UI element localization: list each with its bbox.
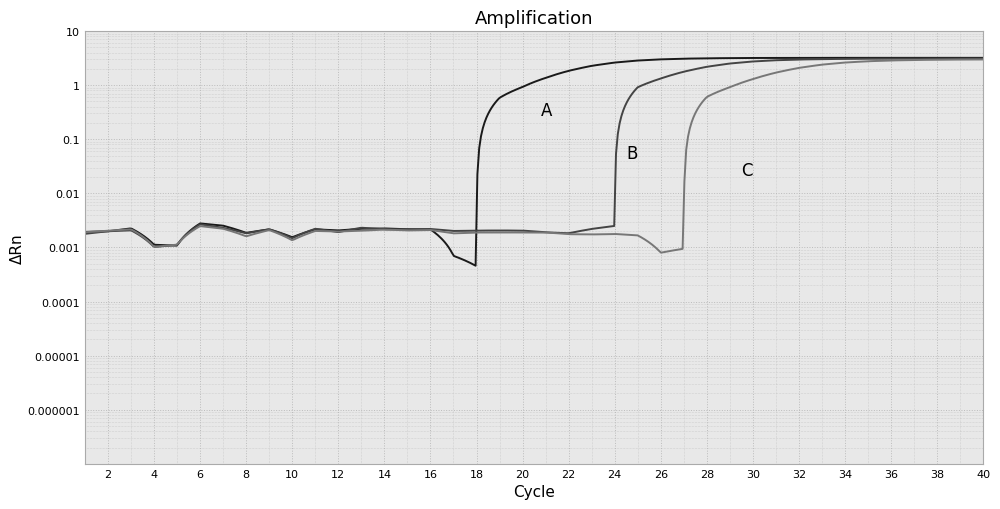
Y-axis label: ΔRn: ΔRn [10,233,25,263]
Text: B: B [626,145,638,163]
Text: A: A [541,102,552,120]
Text: C: C [741,161,753,180]
X-axis label: Cycle: Cycle [513,485,555,499]
Title: Amplification: Amplification [475,10,593,27]
